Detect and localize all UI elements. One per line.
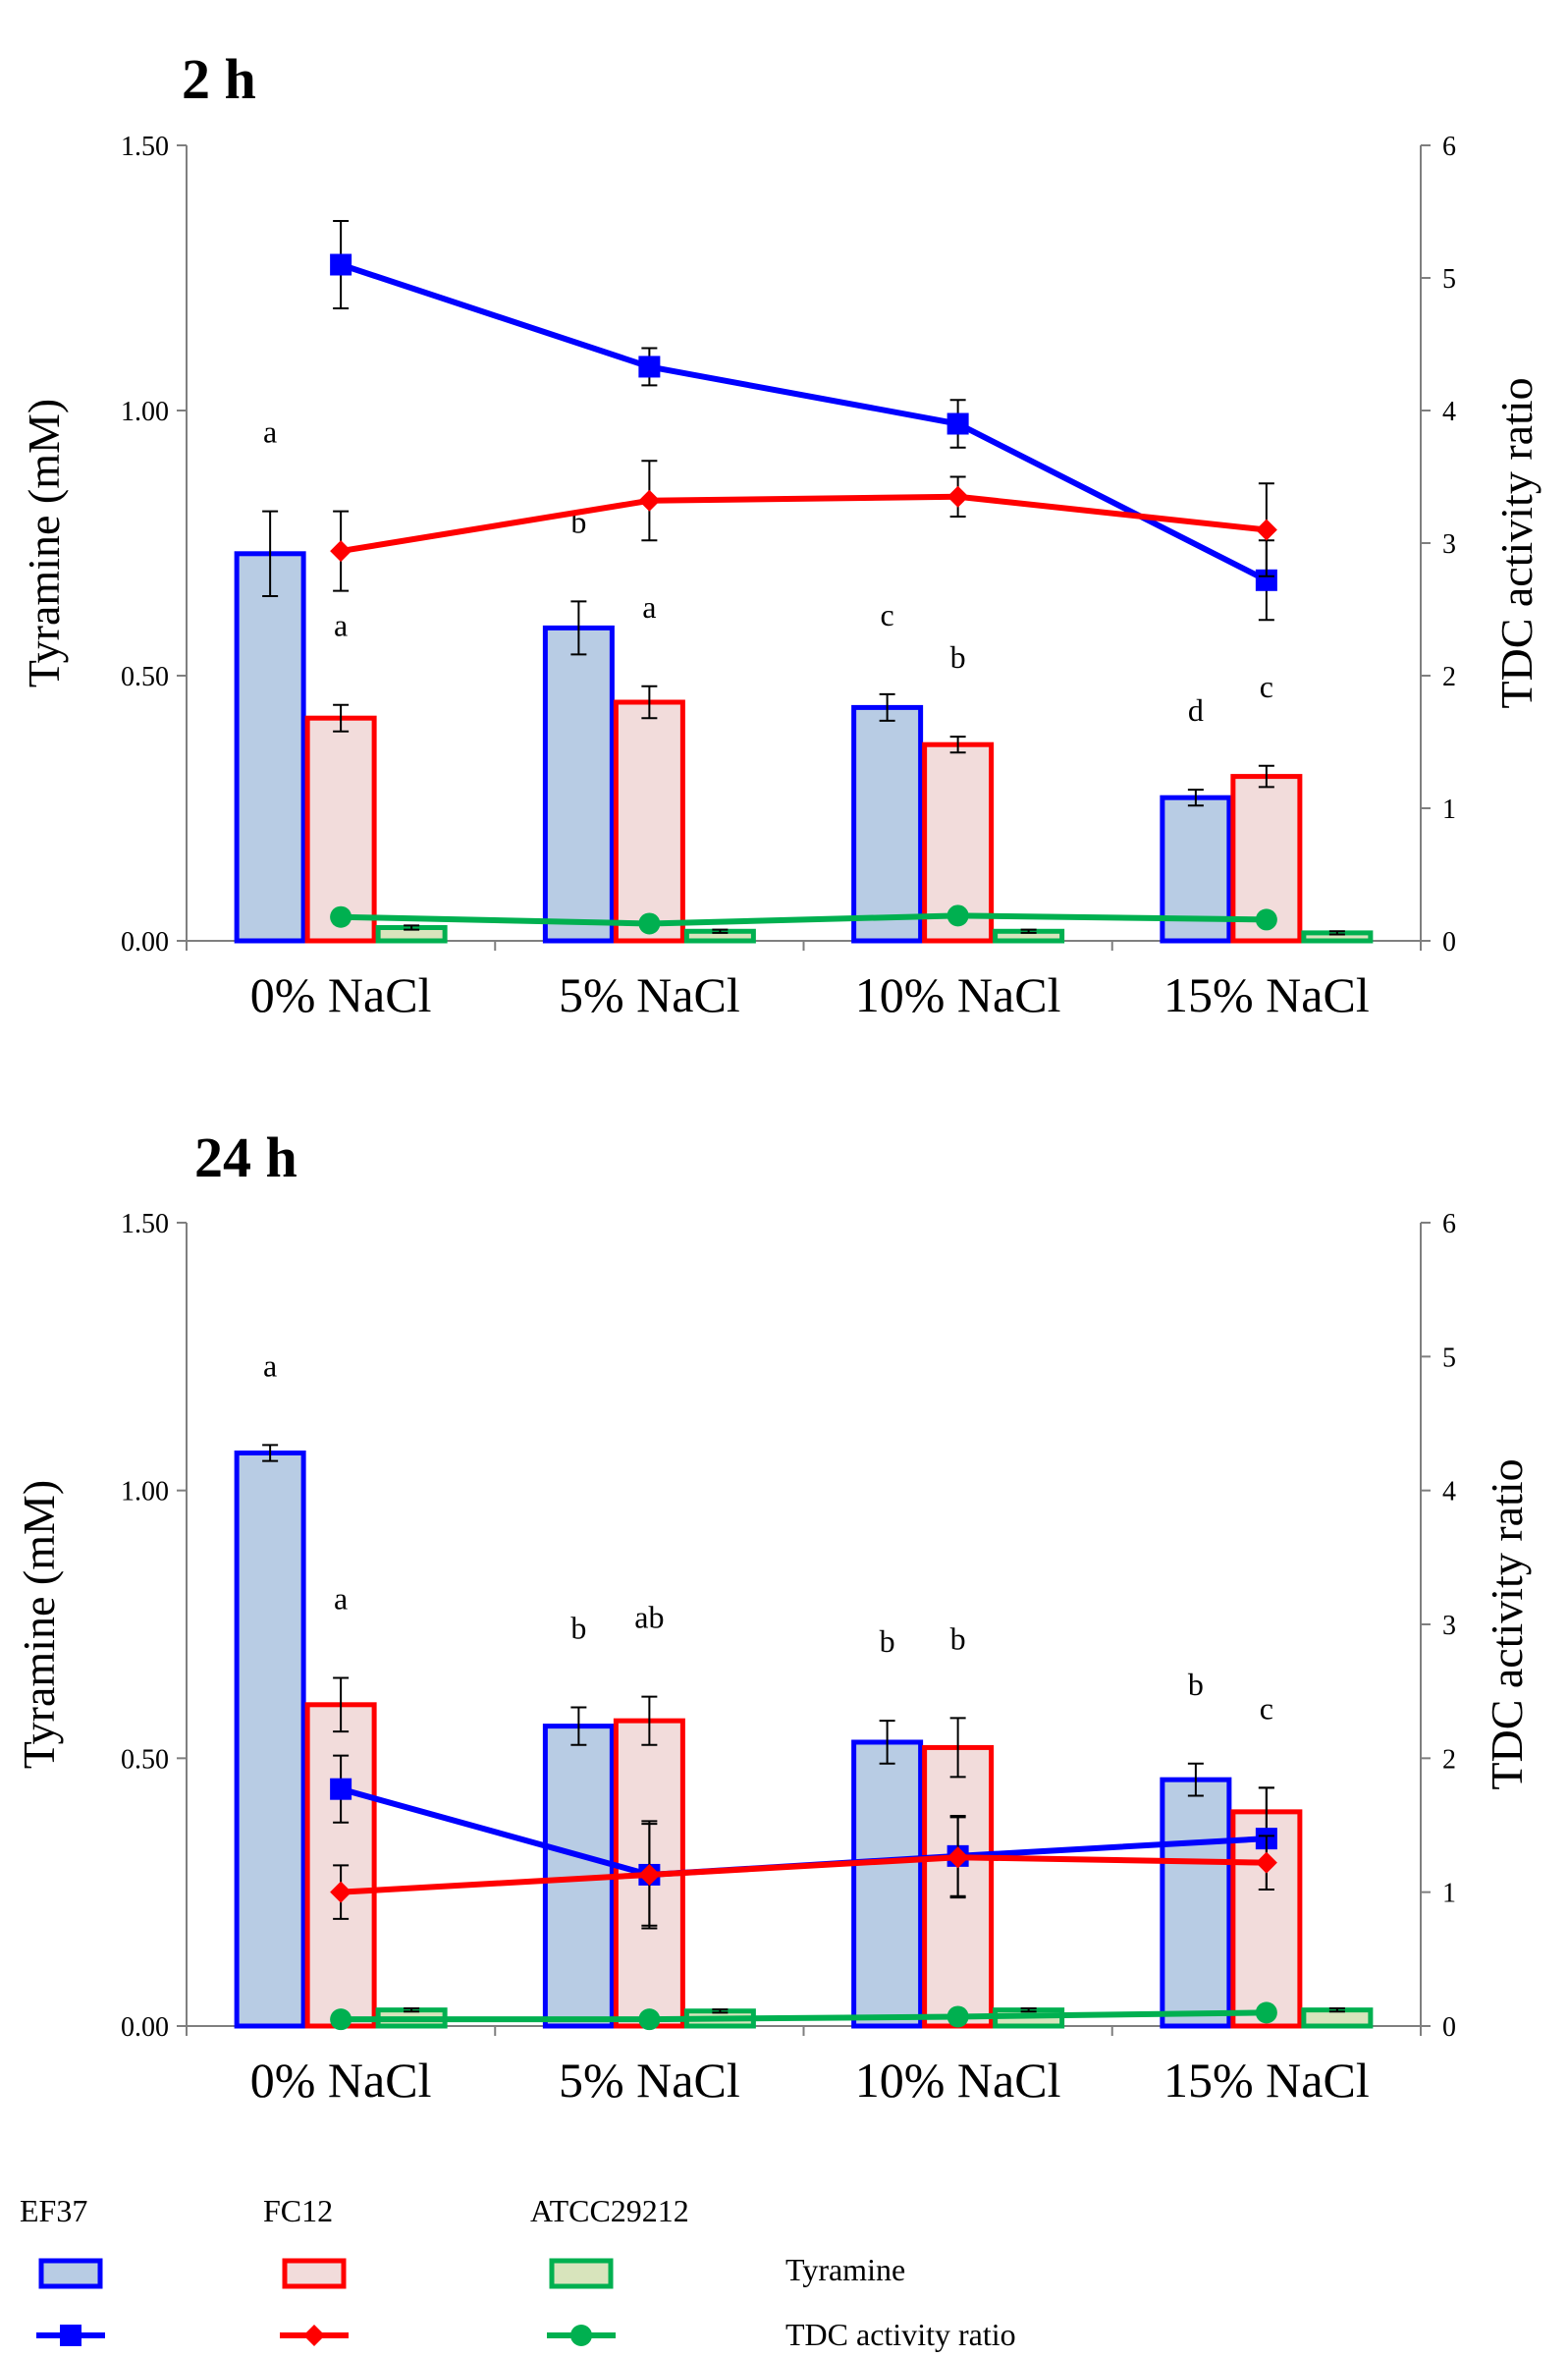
significance-letter: c (1260, 1690, 1273, 1726)
significance-letter: b (1188, 1667, 1204, 1702)
point-ef37-10-nacl (946, 412, 969, 435)
significance-letter: ab (634, 1600, 664, 1635)
y2-tick-label: 1 (1442, 1879, 1456, 1909)
series-line-fc12 (340, 493, 1268, 555)
y2-tick-label: 4 (1442, 397, 1456, 427)
point-fc12-15-nacl (1255, 519, 1277, 541)
chart-title: 24 h (194, 1125, 297, 1189)
category-label-0-nacl: 0% NaCl (250, 2053, 432, 2108)
y-axis-label: Tyramine (mM) (14, 1480, 64, 1769)
point-atcc29212-5-nacl (638, 2008, 661, 2031)
significance-letter: b (880, 1623, 895, 1659)
y2-tick-label: 1 (1442, 795, 1456, 825)
y-tick-label: 0.50 (121, 662, 169, 692)
y2-axis-label: TDC activity ratio (1482, 1458, 1532, 1789)
point-fc12-0-nacl (330, 1881, 352, 1903)
y2-tick-label: 0 (1442, 2012, 1456, 2043)
point-atcc29212-0-nacl (330, 2008, 352, 2031)
bar-ef37-0-nacl (234, 551, 306, 944)
y2-axis-label: TDC activity ratio (1491, 377, 1541, 708)
y2-tick-label: 6 (1442, 132, 1456, 162)
significance-letter: c (881, 597, 894, 632)
legend-swatch-bar-ef37 (38, 2258, 103, 2289)
series-line-atcc29212 (341, 912, 1267, 927)
point-fc12-10-nacl (946, 485, 969, 508)
point-atcc29212-15-nacl (1255, 2001, 1277, 2024)
category-label-10-nacl: 10% NaCl (855, 967, 1061, 1022)
y-tick-label: 1.50 (121, 132, 169, 162)
bar-ef37-10-nacl (851, 704, 924, 944)
y-tick-label: 0.00 (121, 2012, 169, 2043)
legend-marker-atcc29212 (570, 2325, 592, 2346)
bar-ef37-10-nacl (851, 1739, 924, 2029)
chart-title: 2 h (182, 47, 256, 111)
series-line-fc12 (340, 1854, 1267, 1895)
point-fc12-0-nacl (330, 540, 352, 563)
y2-tick-label: 5 (1442, 1343, 1456, 1373)
significance-letter: a (642, 589, 656, 625)
category-label-10-nacl: 10% NaCl (855, 2053, 1061, 2108)
category-label-5-nacl: 5% NaCl (559, 2053, 740, 2108)
point-atcc29212-5-nacl (638, 912, 661, 935)
y2-tick-label: 2 (1442, 1744, 1456, 1775)
point-ef37-0-nacl (330, 253, 352, 276)
point-atcc29212-0-nacl (330, 905, 352, 928)
series-line-atcc29212 (341, 2009, 1267, 2023)
bar-ef37-0-nacl (234, 1450, 306, 2029)
y-tick-label: 1.00 (121, 397, 169, 427)
y-tick-label: 1.50 (121, 1209, 169, 1239)
point-fc12-5-nacl (638, 1863, 661, 1886)
significance-letter: a (334, 1581, 348, 1617)
legend-strain-fc12: FC12 (263, 2193, 333, 2228)
legend-swatch-bar-atcc29212 (549, 2258, 614, 2289)
bar-ef37-5-nacl (542, 625, 615, 944)
point-ef37-15-nacl (1255, 569, 1277, 591)
y2-tick-label: 4 (1442, 1477, 1456, 1507)
legend-row-tdc-activity-ratio: TDC activity ratio (785, 2317, 1016, 2352)
chart-panel-1: 2 h 0.00 0.50 1.00 1.50 0 1 2 3 4 5 6 0% NaCl 5% NaCl… (19, 47, 1541, 1022)
y2-tick-label: 2 (1442, 662, 1456, 692)
bar-ef37-15-nacl (1160, 1777, 1232, 2029)
point-atcc29212-10-nacl (946, 904, 969, 927)
significance-letter: d (1188, 692, 1204, 728)
bar-fc12-5-nacl (613, 699, 685, 944)
point-fc12-15-nacl (1255, 1851, 1277, 1874)
y2-tick-label: 0 (1442, 927, 1456, 958)
significance-letter: b (950, 1620, 966, 1656)
y2-tick-label: 6 (1442, 1209, 1456, 1239)
legend-strain-atcc29212: ATCC29212 (530, 2193, 689, 2228)
chart-panel-2: 24 h 0.00 0.50 1.00 1.50 0 1 2 3 4 5 6 0% NaCl 5% NaC… (14, 1125, 1532, 2108)
series-line-ef37 (340, 261, 1269, 583)
category-label-15-nacl: 15% NaCl (1163, 2053, 1370, 2108)
point-ef37-5-nacl (638, 356, 661, 378)
significance-letter: a (263, 414, 277, 450)
significance-letter: a (334, 608, 348, 643)
category-label-15-nacl: 15% NaCl (1163, 967, 1370, 1022)
point-atcc29212-15-nacl (1255, 908, 1277, 931)
y-tick-label: 0.50 (121, 1744, 169, 1775)
y-axis-label: Tyramine (mM) (19, 399, 69, 687)
legend-swatch-bar-fc12 (282, 2258, 347, 2289)
category-label-5-nacl: 5% NaCl (559, 967, 740, 1022)
significance-letter: a (263, 1347, 277, 1383)
legend-marker-ef37 (60, 2325, 81, 2346)
legend-row-tyramine: Tyramine (785, 2252, 905, 2287)
category-label-0-nacl: 0% NaCl (250, 967, 432, 1022)
point-fc12-10-nacl (946, 1846, 969, 1869)
y2-tick-label: 3 (1442, 1611, 1456, 1641)
point-atcc29212-10-nacl (946, 2005, 969, 2028)
y-tick-label: 1.00 (121, 1477, 169, 1507)
point-ef37-0-nacl (330, 1778, 352, 1800)
legend-marker-fc12 (303, 2325, 325, 2346)
legend-strain-ef37: EF37 (20, 2193, 87, 2228)
significance-letter: c (1260, 669, 1273, 704)
y-tick-label: 0.00 (121, 927, 169, 958)
legend: EF37 FC12 ATCC29212 Tyramine TDC activity ra… (20, 2193, 1016, 2352)
y2-tick-label: 5 (1442, 264, 1456, 295)
point-fc12-5-nacl (638, 489, 661, 512)
significance-letter: b (570, 1611, 586, 1646)
significance-letter: b (950, 639, 966, 675)
y2-tick-label: 3 (1442, 529, 1456, 560)
